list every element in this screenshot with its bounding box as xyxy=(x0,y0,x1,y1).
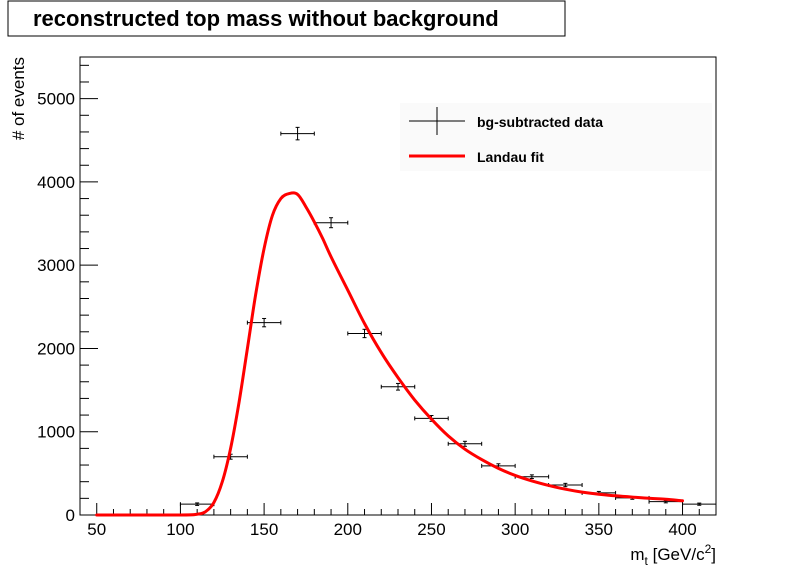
chart-title: reconstructed top mass without backgroun… xyxy=(33,6,499,31)
x-tick-label: 400 xyxy=(668,520,696,539)
x-axis-label-main: m xyxy=(630,545,644,564)
x-tick-label: 300 xyxy=(501,520,529,539)
y-tick-label: 1000 xyxy=(37,423,75,442)
title-border xyxy=(7,0,566,37)
x-tick-label: 50 xyxy=(87,520,106,539)
y-tick-label: 0 xyxy=(66,506,75,525)
x-axis-label: mt [GeV/c2] xyxy=(630,542,716,568)
x-axis-label-unit-open: [GeV/c xyxy=(648,545,705,564)
data-point xyxy=(246,317,282,328)
data-point xyxy=(682,502,717,507)
x-axis-label-subscript: t xyxy=(645,554,649,568)
x-tick-label: 250 xyxy=(417,520,445,539)
y-tick-label: 3000 xyxy=(37,256,75,275)
x-axis: 50 100 150 200 250 300 350 400 xyxy=(79,503,717,539)
y-tick-label: 2000 xyxy=(37,339,75,358)
y-axis-label: # of events xyxy=(9,57,28,140)
chart-title-box: reconstructed top mass without backgroun… xyxy=(7,0,566,37)
data-point xyxy=(313,217,349,229)
x-tick-label: 150 xyxy=(250,520,278,539)
data-point xyxy=(347,328,382,339)
legend: bg-subtracted data Landau fit xyxy=(400,103,712,171)
data-series xyxy=(179,126,717,507)
data-point xyxy=(280,126,315,141)
y-tick-label: 5000 xyxy=(37,90,75,109)
legend-data-label: bg-subtracted data xyxy=(477,114,603,130)
landau-fit-line xyxy=(95,191,684,517)
x-tick-label: 350 xyxy=(585,520,613,539)
data-point xyxy=(380,382,416,391)
legend-fit-label: Landau fit xyxy=(477,149,544,165)
x-tick-label: 200 xyxy=(334,520,362,539)
x-tick-label: 100 xyxy=(166,520,194,539)
data-point xyxy=(447,440,483,447)
x-axis-label-unit-close: ] xyxy=(711,545,716,564)
x-axis-label-superscript: 2 xyxy=(705,542,712,556)
y-tick-label: 4000 xyxy=(37,173,75,192)
y-axis: 0 1000 2000 3000 4000 5000 xyxy=(37,64,98,525)
legend-box xyxy=(400,103,712,171)
data-point xyxy=(179,502,215,507)
